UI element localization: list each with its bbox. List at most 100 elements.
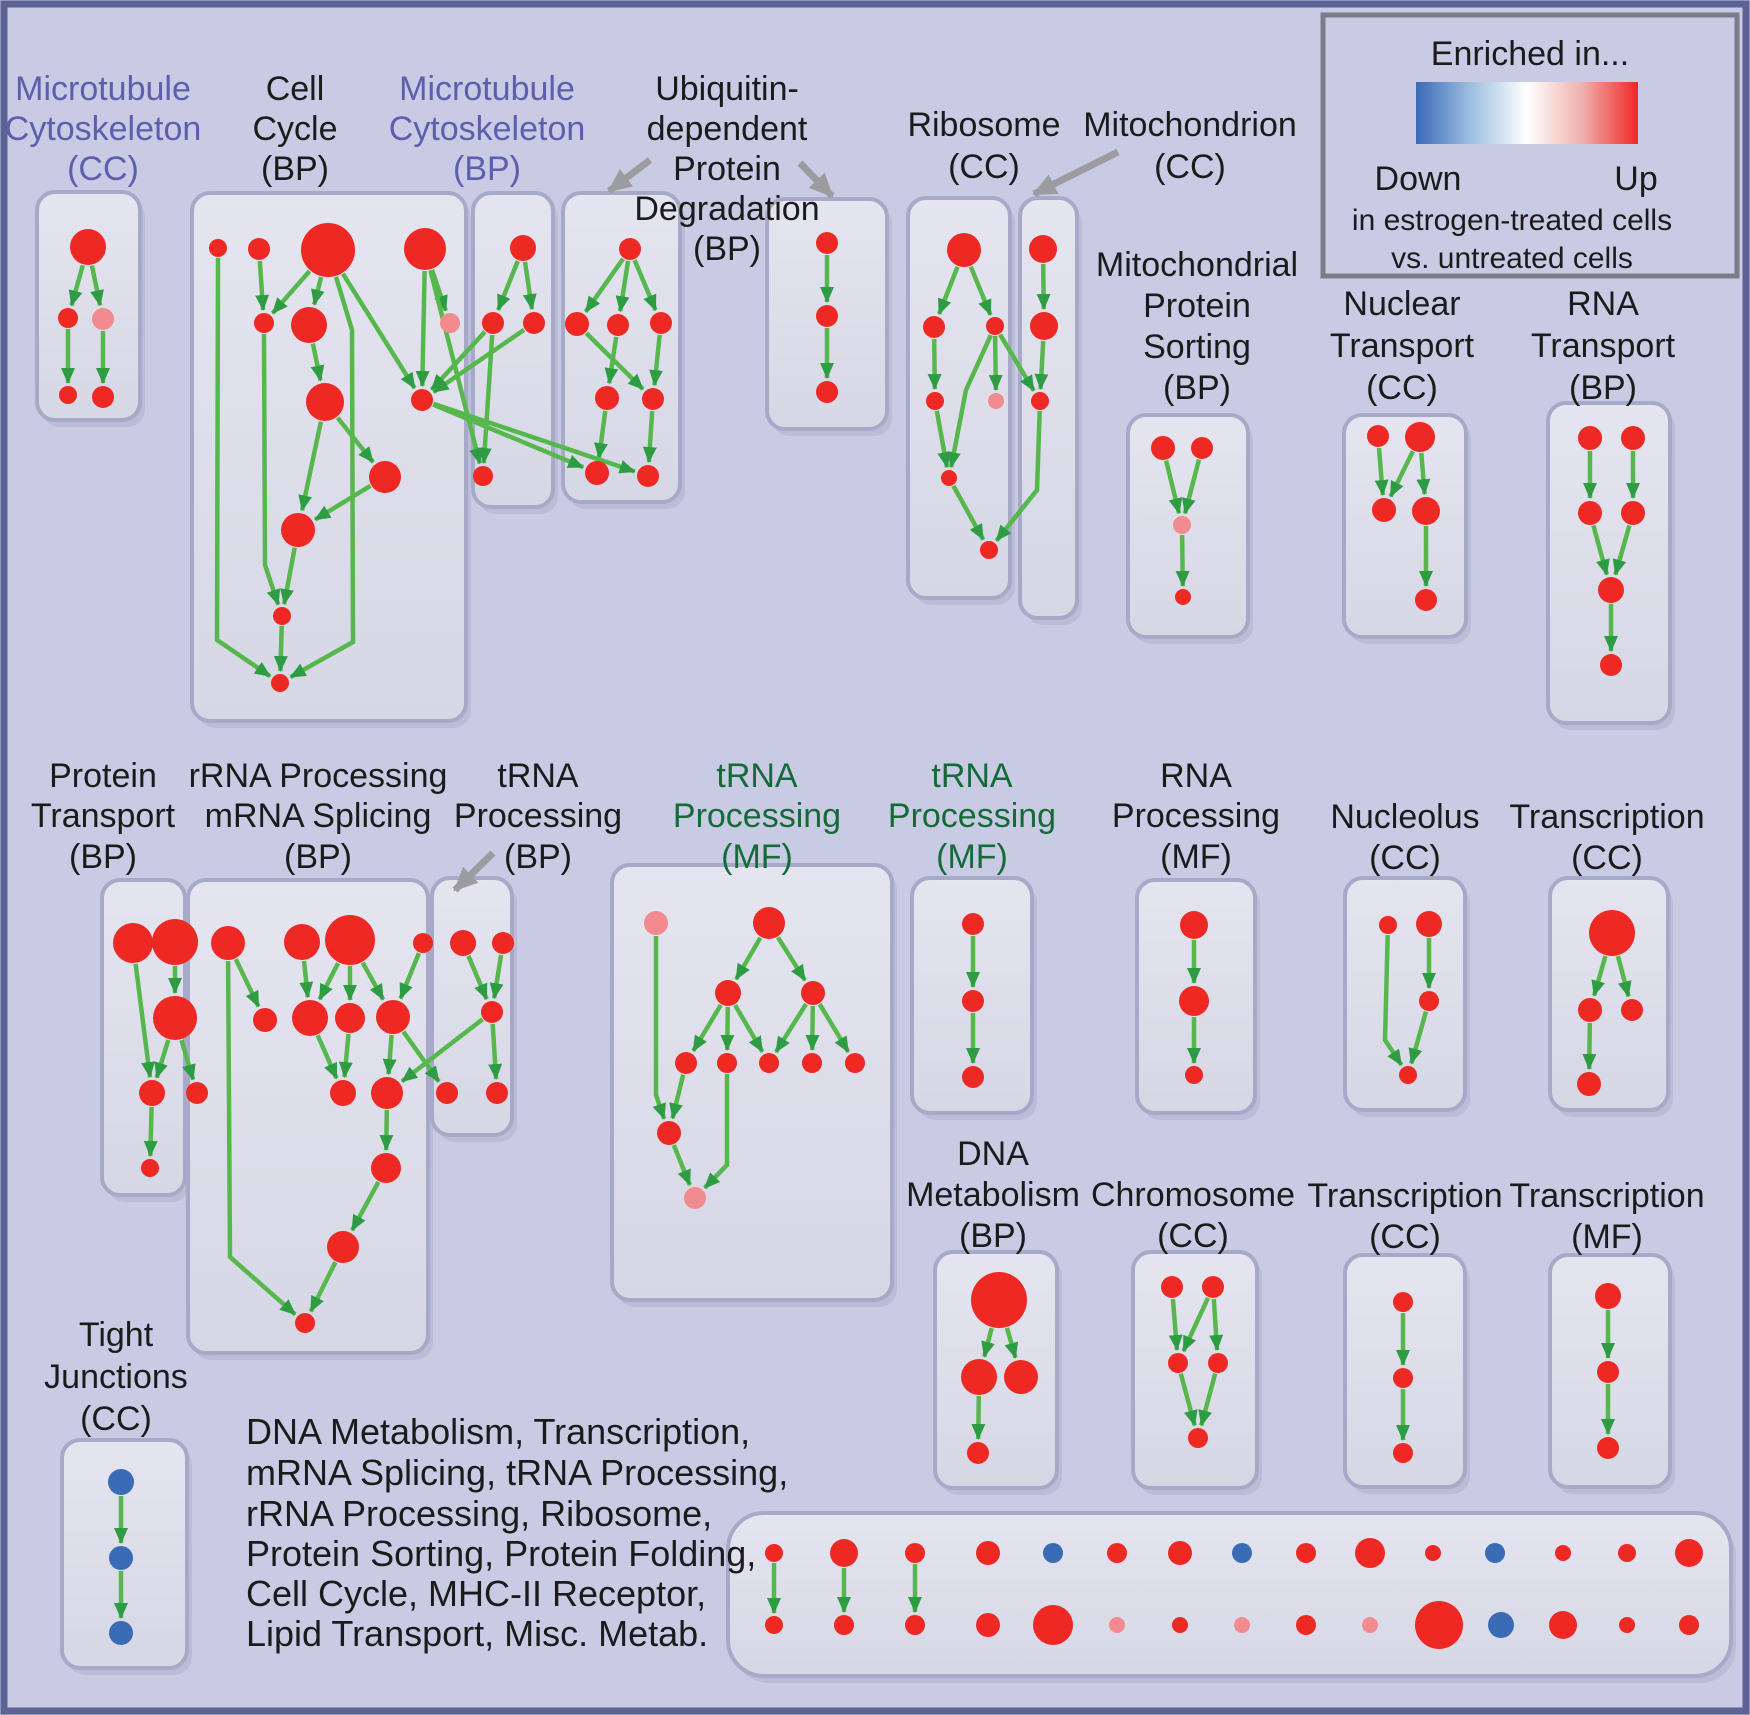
gene-node: [1151, 436, 1175, 460]
network-edge: [594, 410, 608, 460]
cluster-label-line: Junctions: [44, 1358, 188, 1396]
gene-node: [834, 1615, 854, 1635]
cluster-label-line: Protein: [1143, 287, 1251, 325]
gene-node: [1621, 501, 1645, 525]
gene-node: [186, 1082, 208, 1104]
gene-node: [113, 923, 153, 963]
cluster-label-line: (CC): [1366, 369, 1438, 407]
gene-node: [585, 461, 609, 485]
gene-node: [684, 1187, 706, 1209]
cluster-label-line: Tight: [79, 1316, 154, 1354]
network-edge: [1388, 450, 1415, 498]
gene-node: [1415, 1601, 1463, 1649]
network-edge: [382, 1034, 397, 1076]
network-edge: [1416, 452, 1431, 496]
network-edge: [233, 958, 261, 1008]
gene-node: [281, 513, 315, 547]
network-edge: [733, 1003, 765, 1053]
cluster-label-transcription-cc-lower: Transcription (CC): [1307, 1177, 1502, 1256]
network-edge: [1182, 459, 1202, 515]
gene-node: [1619, 1617, 1635, 1633]
cluster-label-transcription-cc-upper: Transcription (CC): [1509, 798, 1704, 877]
gene-node: [371, 1077, 403, 1109]
network-edge: [255, 260, 270, 311]
network-edge: [988, 335, 1003, 391]
gene-node: [765, 1544, 783, 1562]
network-edge: [1168, 1298, 1183, 1351]
merged-clusters-text-block: DNA Metabolism, Transcription, mRNA Splic…: [246, 1411, 788, 1654]
cluster-label-trna-processing-bp: tRNA Processing (BP): [454, 757, 622, 876]
gene-node: [1412, 497, 1440, 525]
cross-cluster-edge: [998, 333, 1036, 392]
gene-node: [1029, 235, 1057, 263]
network-edge: [951, 484, 986, 541]
gene-node: [980, 541, 998, 559]
gene-node: [717, 1053, 737, 1073]
network-edge: [338, 1033, 353, 1079]
gene-node: [436, 1082, 458, 1104]
gene-node: [1031, 392, 1049, 410]
cluster-label-line: (MF): [1160, 838, 1232, 876]
label-layer: Microtubule Cytoskeleton (CC)Cell Cycle (BP)…: [5, 70, 1705, 1654]
gene-node: [830, 1539, 858, 1567]
network-edge: [299, 960, 314, 999]
network-edge: [273, 625, 288, 672]
gene-node: [816, 381, 838, 403]
network-edge: [720, 1006, 735, 1051]
network-edge: [398, 952, 421, 1000]
gene-node: [1175, 589, 1191, 605]
gene-node: [153, 996, 197, 1040]
gene-node: [961, 1359, 997, 1395]
cluster-label-dna-metabolism-bp: DNA Metabolism (BP): [906, 1135, 1080, 1255]
network-edge: [981, 1327, 995, 1358]
cross-cluster-edge: [179, 1039, 196, 1081]
gene-node: [962, 913, 984, 935]
gene-node: [1595, 1283, 1621, 1309]
network-edge: [335, 416, 375, 464]
gene-node: [411, 389, 433, 411]
text-block-line: mRNA Splicing, tRNA Processing,: [246, 1452, 788, 1493]
gene-node: [1296, 1615, 1316, 1635]
gene-node: [941, 470, 957, 486]
gene-node: [486, 1082, 508, 1104]
cluster-label-line: mRNA Splicing: [205, 797, 432, 835]
gene-node: [962, 1066, 984, 1088]
network-edge: [133, 963, 156, 1079]
legend-gradient-bar: [1416, 82, 1638, 144]
cluster-label-line: tRNA: [931, 757, 1013, 795]
gene-node: [753, 907, 785, 939]
cluster-label-line: DNA: [957, 1135, 1029, 1173]
gene-node: [607, 314, 629, 336]
cluster-label-rna-processing-mf: RNA Processing (MF): [1112, 757, 1280, 876]
gene-node: [1485, 1543, 1505, 1563]
gene-node: [1188, 1428, 1208, 1448]
network-edge: [937, 265, 960, 315]
cluster-label-trna-processing-mf-2: tRNA Processing (MF): [888, 757, 1056, 876]
cluster-label-mitochondrial-protein-sorting-bp: Mitochondrial Protein Sorting (BP): [1096, 246, 1298, 407]
legend-caption-line2: vs. untreated cells: [1391, 242, 1633, 275]
gene-node: [905, 1615, 925, 1635]
cluster-label-line: Mitochondrion: [1083, 106, 1297, 144]
cluster-box-nucleolus-cc: [1343, 876, 1467, 1112]
network-edge: [671, 1144, 692, 1186]
network-edge: [280, 547, 297, 606]
network-edge: [270, 269, 312, 315]
network-edge: [1612, 524, 1632, 576]
network-edge: [1198, 1373, 1218, 1427]
gene-node: [1109, 1617, 1125, 1633]
cluster-label-line: tRNA: [716, 757, 798, 795]
network-edge: [415, 270, 430, 387]
gene-node: [273, 607, 291, 625]
cluster-label-line: Microtubule: [15, 70, 191, 108]
gene-node: [109, 1546, 133, 1570]
cluster-label-line: Transport: [1330, 327, 1475, 365]
label-pointer-arrow: [606, 157, 653, 194]
cluster-box-chromosome-cc: [1131, 1250, 1259, 1490]
network-edge: [968, 265, 993, 316]
network-edge: [143, 1106, 158, 1157]
network-edge: [1181, 1296, 1211, 1353]
network-edge: [691, 1003, 723, 1053]
network-edge: [466, 955, 489, 1001]
network-edge: [308, 1261, 338, 1313]
cross-cluster-edge: [428, 269, 483, 465]
